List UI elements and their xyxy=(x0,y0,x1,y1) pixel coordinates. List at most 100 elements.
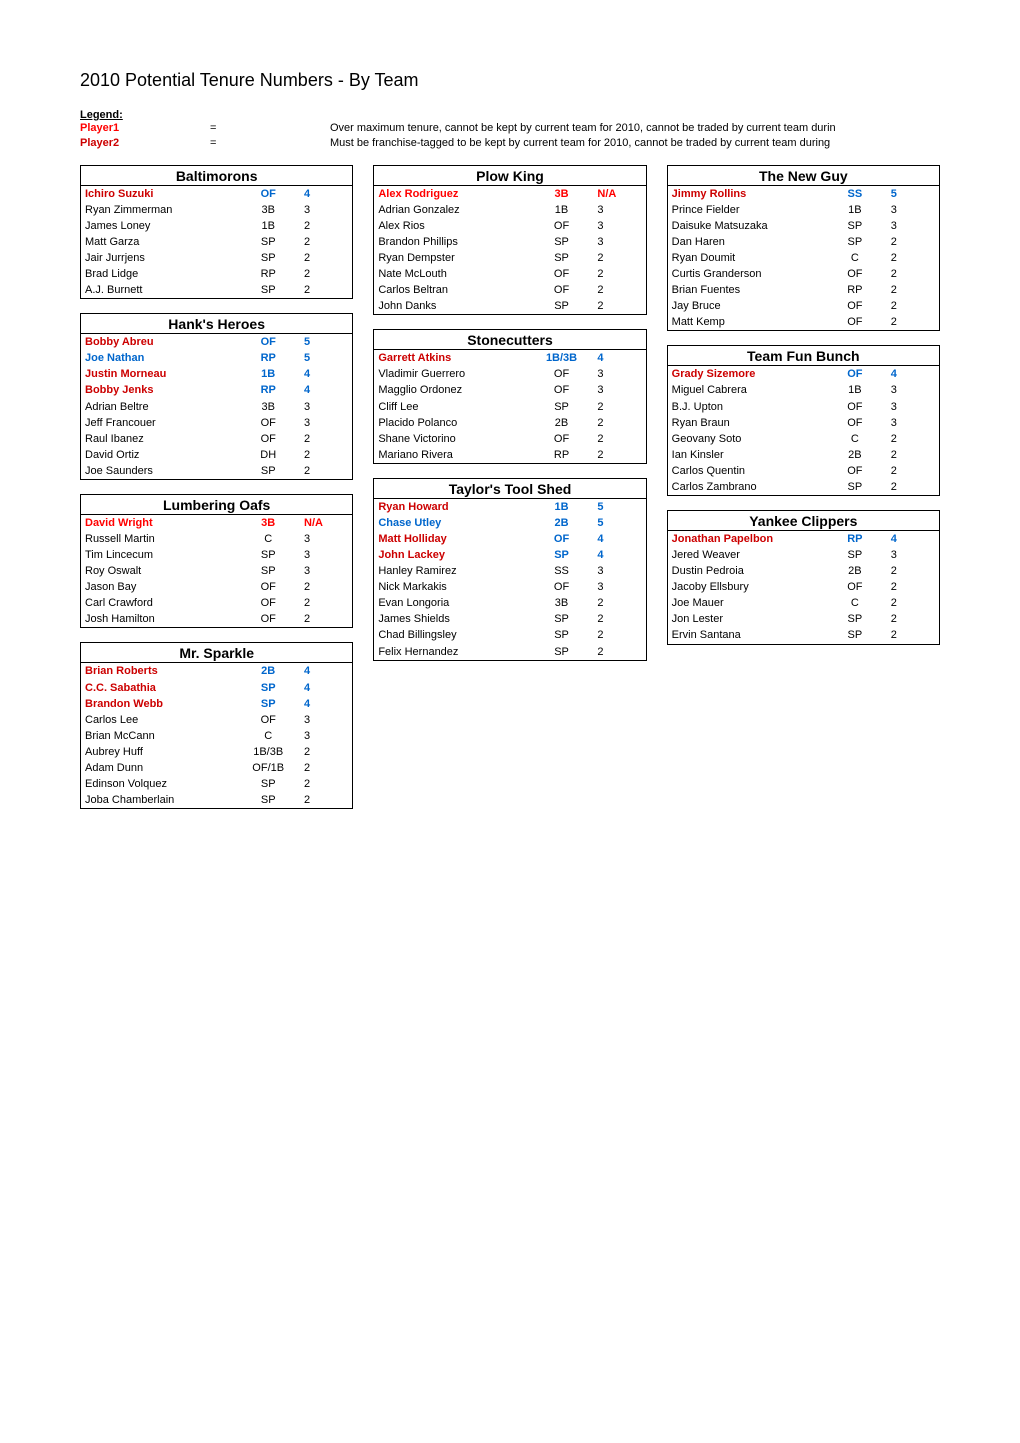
player-position: 2B xyxy=(825,563,885,579)
player-name: Nick Markakis xyxy=(374,579,531,595)
player-position: OF xyxy=(238,431,298,447)
player-number: 3 xyxy=(298,547,352,563)
player-position: OF xyxy=(825,463,885,479)
player-position: OF xyxy=(825,298,885,314)
player-number: 3 xyxy=(885,399,939,415)
player-name: Jeff Francouer xyxy=(81,415,238,431)
player-number: 2 xyxy=(591,266,645,282)
player-name: Carlos Lee xyxy=(81,712,238,728)
table-row: Chad BillingsleySP2 xyxy=(374,627,645,643)
player-position: OF xyxy=(532,382,592,398)
column: The New GuyJimmy RollinsSS5Prince Fielde… xyxy=(667,165,940,645)
player-number: 3 xyxy=(591,563,645,579)
table-row: Jimmy RollinsSS5 xyxy=(668,186,939,202)
table-row: Ryan Howard1B5 xyxy=(374,499,645,515)
player-name: Josh Hamilton xyxy=(81,611,238,627)
table-row: Joe NathanRP5 xyxy=(81,350,352,366)
player-position: OF xyxy=(238,611,298,627)
team-box: Lumbering OafsDavid Wright3BN/ARussell M… xyxy=(80,494,353,629)
table-row: Matt GarzaSP2 xyxy=(81,234,352,250)
player-name: James Shields xyxy=(374,611,531,627)
player-position: DH xyxy=(238,447,298,463)
player-position: C xyxy=(825,250,885,266)
table-row: Edinson VolquezSP2 xyxy=(81,776,352,792)
player-name: Daisuke Matsuzaka xyxy=(668,218,825,234)
player-position: OF xyxy=(825,266,885,282)
table-row: Brandon WebbSP4 xyxy=(81,696,352,712)
player-position: OF xyxy=(532,366,592,382)
table-row: Tim LincecumSP3 xyxy=(81,547,352,563)
player-position: SP xyxy=(532,547,592,563)
player-position: C xyxy=(238,531,298,547)
table-row: Ian Kinsler2B2 xyxy=(668,447,939,463)
player-position: OF xyxy=(825,415,885,431)
table-row: Jacoby EllsburyOF2 xyxy=(668,579,939,595)
player-name: Joe Mauer xyxy=(668,595,825,611)
player-position: OF/1B xyxy=(238,760,298,776)
team-box: Taylor's Tool ShedRyan Howard1B5Chase Ut… xyxy=(373,478,646,661)
team-box: BaltimoronsIchiro SuzukiOF4Ryan Zimmerma… xyxy=(80,165,353,300)
player-number: 2 xyxy=(298,234,352,250)
player-position: SP xyxy=(238,547,298,563)
player-number: 4 xyxy=(298,186,352,202)
player-number: 2 xyxy=(298,218,352,234)
table-row: John LackeySP4 xyxy=(374,547,645,563)
player-name: Matt Holliday xyxy=(374,531,531,547)
page-title: 2010 Potential Tenure Numbers - By Team xyxy=(80,70,940,91)
player-position: SS xyxy=(825,186,885,202)
player-name: Jon Lester xyxy=(668,611,825,627)
player-position: SP xyxy=(532,611,592,627)
player-position: SP xyxy=(238,792,298,808)
player-name: Jacoby Ellsbury xyxy=(668,579,825,595)
player-number: 2 xyxy=(591,250,645,266)
legend-eq: = xyxy=(210,121,330,136)
player-position: 1B xyxy=(238,366,298,382)
player-number: 4 xyxy=(591,531,645,547)
player-number: 2 xyxy=(591,415,645,431)
player-name: Brandon Webb xyxy=(81,696,238,712)
player-name: C.C. Sabathia xyxy=(81,680,238,696)
player-name: David Ortiz xyxy=(81,447,238,463)
player-position: SP xyxy=(532,399,592,415)
player-position: SP xyxy=(238,680,298,696)
team-table: Ichiro SuzukiOF4Ryan Zimmerman3B3James L… xyxy=(81,186,352,299)
player-position: OF xyxy=(825,399,885,415)
player-number: 3 xyxy=(591,234,645,250)
table-row: Chase Utley2B5 xyxy=(374,515,645,531)
legend: Legend: Player1=Over maximum tenure, can… xyxy=(80,109,940,151)
table-row: Adam DunnOF/1B2 xyxy=(81,760,352,776)
player-position: 3B xyxy=(238,202,298,218)
team-table: Jonathan PapelbonRP4Jered WeaverSP3Dusti… xyxy=(668,531,939,644)
player-name: Bobby Jenks xyxy=(81,382,238,398)
player-number: 5 xyxy=(885,186,939,202)
player-position: 1B xyxy=(238,218,298,234)
column: BaltimoronsIchiro SuzukiOF4Ryan Zimmerma… xyxy=(80,165,353,810)
player-name: Placido Polanco xyxy=(374,415,531,431)
player-name: Aubrey Huff xyxy=(81,744,238,760)
player-number: 2 xyxy=(298,595,352,611)
player-name: Miguel Cabrera xyxy=(668,382,825,398)
table-row: C.C. SabathiaSP4 xyxy=(81,680,352,696)
table-row: Nate McLouthOF2 xyxy=(374,266,645,282)
table-row: Placido Polanco2B2 xyxy=(374,415,645,431)
player-number: 2 xyxy=(591,298,645,314)
player-number: 2 xyxy=(591,611,645,627)
player-number: 2 xyxy=(885,447,939,463)
player-position: SP xyxy=(532,234,592,250)
player-name: John Danks xyxy=(374,298,531,314)
table-row: Alex Rodriguez3BN/A xyxy=(374,186,645,202)
team-title: The New Guy xyxy=(668,166,939,186)
table-row: Jon LesterSP2 xyxy=(668,611,939,627)
player-number: 2 xyxy=(885,298,939,314)
player-position: C xyxy=(825,431,885,447)
table-row: Cliff LeeSP2 xyxy=(374,399,645,415)
player-position: 2B xyxy=(532,515,592,531)
team-table: Grady SizemoreOF4Miguel Cabrera1B3B.J. U… xyxy=(668,366,939,495)
team-table: Brian Roberts2B4C.C. SabathiaSP4Brandon … xyxy=(81,663,352,808)
player-number: 5 xyxy=(591,499,645,515)
player-number: 2 xyxy=(885,595,939,611)
team-table: Jimmy RollinsSS5Prince Fielder1B3Daisuke… xyxy=(668,186,939,331)
table-row: Geovany SotoC2 xyxy=(668,431,939,447)
player-number: 2 xyxy=(885,250,939,266)
player-name: Shane Victorino xyxy=(374,431,531,447)
